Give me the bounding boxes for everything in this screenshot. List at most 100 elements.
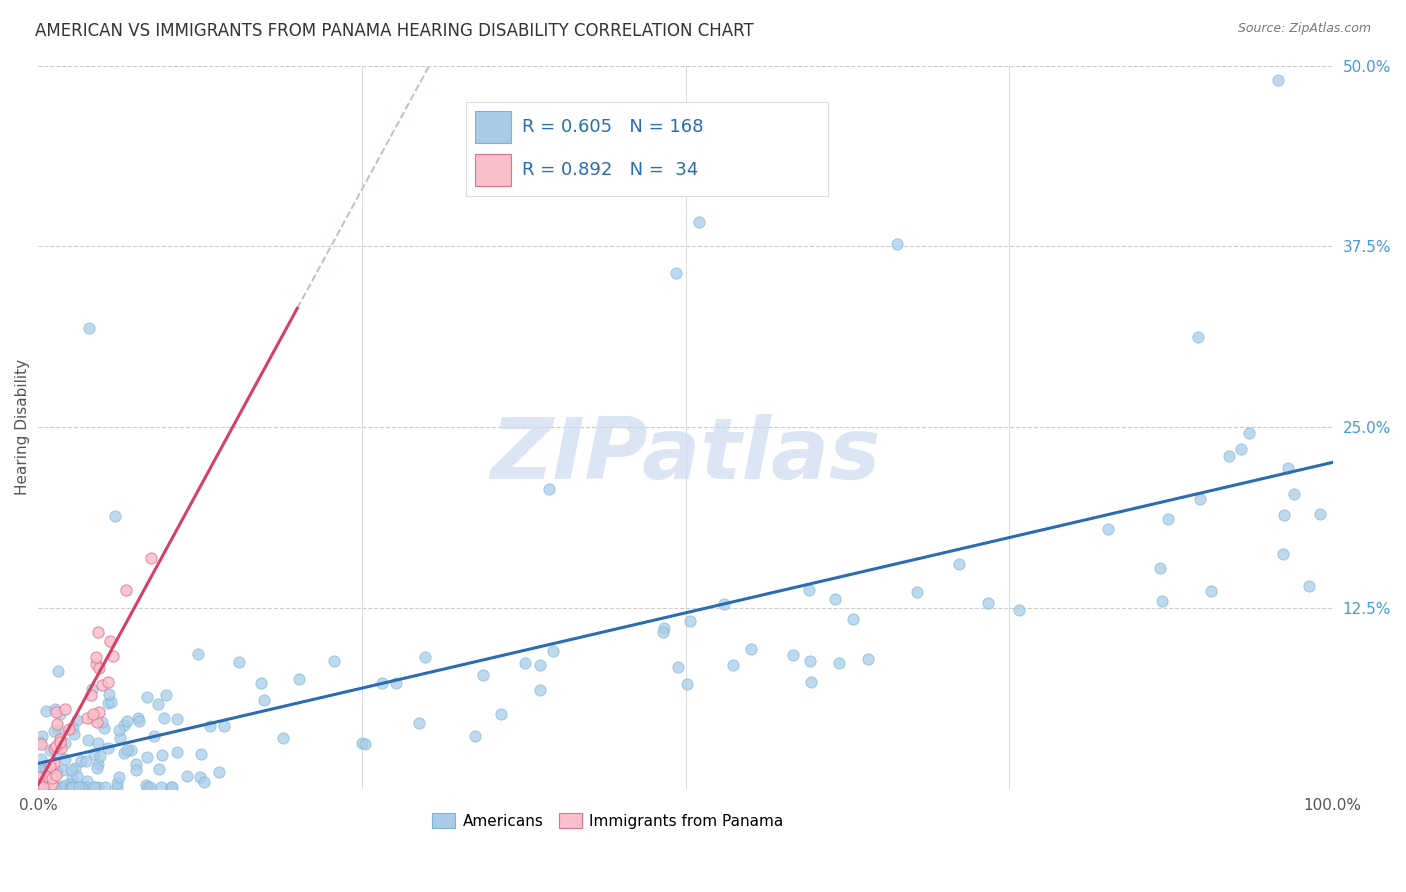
Point <box>797 582 820 597</box>
Point <box>30 734 52 748</box>
Point <box>34 780 56 794</box>
Point <box>1267 73 1289 87</box>
Point <box>115 714 138 728</box>
Point <box>94 780 117 794</box>
Point <box>60 780 83 794</box>
Point <box>30 780 52 794</box>
Text: ZIPatlas: ZIPatlas <box>491 415 880 498</box>
Point <box>107 770 129 784</box>
Point <box>30 780 52 794</box>
Point <box>139 551 162 566</box>
Point <box>28 777 51 791</box>
Point <box>90 678 112 692</box>
Point <box>740 642 762 657</box>
Point <box>70 780 93 794</box>
Point <box>1309 508 1331 522</box>
Point <box>886 237 908 252</box>
Point <box>49 732 72 747</box>
Point <box>83 780 105 794</box>
Point <box>1157 512 1180 526</box>
Point <box>1229 442 1251 456</box>
Point <box>193 775 215 789</box>
Y-axis label: Hearing Disability: Hearing Disability <box>15 359 30 495</box>
Legend: Americans, Immigrants from Panama: Americans, Immigrants from Panama <box>426 807 790 835</box>
Point <box>125 756 148 771</box>
Point <box>98 687 121 701</box>
Point <box>63 761 86 775</box>
Point <box>35 704 58 718</box>
Point <box>46 764 69 778</box>
Point <box>93 721 115 735</box>
Point <box>150 780 173 794</box>
Point <box>858 652 880 666</box>
Point <box>48 780 70 794</box>
Point <box>529 657 551 672</box>
Point <box>60 764 83 778</box>
Point <box>1218 449 1240 463</box>
Point <box>53 736 76 750</box>
Point <box>529 682 551 697</box>
Point <box>32 780 55 794</box>
Point <box>67 780 90 794</box>
Point <box>155 688 177 702</box>
Point <box>30 737 52 751</box>
Point <box>135 690 157 704</box>
Point <box>52 763 75 777</box>
Point <box>66 713 89 727</box>
Point <box>120 743 142 757</box>
Point <box>782 648 804 662</box>
Point <box>46 717 69 731</box>
Point <box>30 780 52 794</box>
Point <box>30 752 52 766</box>
Point <box>41 771 63 785</box>
Point <box>208 764 231 779</box>
Point <box>59 780 82 794</box>
Point <box>45 739 67 753</box>
Point <box>53 780 76 794</box>
Point <box>541 643 564 657</box>
Point <box>46 665 69 679</box>
Point <box>253 693 276 707</box>
Point <box>53 778 76 792</box>
Point <box>664 266 686 280</box>
Point <box>489 706 512 721</box>
Point <box>83 780 105 794</box>
Point <box>112 718 135 732</box>
Point <box>38 759 60 773</box>
Point <box>1282 486 1305 500</box>
Point <box>42 741 65 756</box>
Point <box>114 583 136 598</box>
Point <box>1277 461 1299 475</box>
Point <box>250 676 273 690</box>
Point <box>31 729 53 743</box>
Point <box>62 721 84 735</box>
Point <box>80 710 103 724</box>
Point <box>76 773 98 788</box>
Point <box>127 711 149 725</box>
Point <box>86 761 108 775</box>
Point <box>666 659 689 673</box>
Point <box>1271 547 1294 561</box>
Point <box>688 215 710 229</box>
Point <box>38 742 60 756</box>
Point <box>105 776 128 790</box>
Point <box>408 716 430 731</box>
Point <box>75 754 97 768</box>
Point <box>148 763 170 777</box>
Point <box>1188 492 1211 507</box>
Point <box>87 736 110 750</box>
Point <box>51 780 73 794</box>
Point <box>34 763 56 777</box>
Point <box>112 746 135 760</box>
Point <box>41 777 63 791</box>
Point <box>136 750 159 764</box>
Point <box>198 719 221 733</box>
Point <box>49 737 72 751</box>
Point <box>46 723 69 737</box>
Point <box>1272 508 1295 523</box>
Point <box>212 719 235 733</box>
Point <box>51 780 73 794</box>
Point <box>354 737 377 751</box>
Point <box>84 657 107 672</box>
Point <box>59 777 82 791</box>
